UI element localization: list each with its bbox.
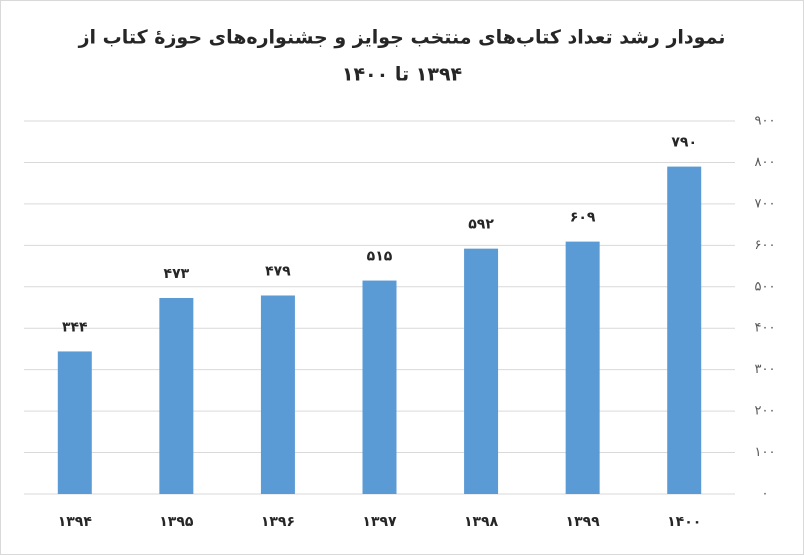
bar — [260, 295, 295, 494]
value-label: ۶۰۹ — [570, 210, 596, 226]
bar — [667, 166, 702, 495]
y-tick-label: ۳۰۰ — [755, 362, 776, 377]
y-tick-label: ۲۰۰ — [755, 404, 776, 419]
y-tick-label: ۴۰۰ — [755, 321, 776, 336]
x-tick-label: ۱۳۹۸ — [464, 514, 499, 530]
x-tick-label: ۱۳۹۹ — [566, 514, 601, 530]
value-label: ۵۹۲ — [468, 217, 494, 233]
x-tick-label: ۱۴۰۰ — [667, 514, 701, 530]
bar — [159, 297, 194, 494]
y-tick-label: ۷۰۰ — [755, 196, 776, 211]
bar — [565, 241, 600, 494]
x-tick-label: ۱۳۹۵ — [159, 514, 194, 530]
value-label: ۴۷۹ — [265, 263, 291, 279]
y-tick-label: ۸۰۰ — [755, 155, 776, 170]
value-label: ۵۱۵ — [367, 249, 393, 265]
y-tick-label: ۹۰۰ — [755, 114, 776, 129]
bar — [362, 280, 397, 494]
chart-title: ۱۳۹۴ تا ۱۴۰۰ — [342, 64, 462, 86]
x-tick-label: ۱۳۹۷ — [362, 514, 397, 530]
value-label: ۷۹۰ — [671, 135, 697, 151]
bar — [464, 248, 499, 494]
chart-title: نمودار رشد تعداد کتاب‌های منتخب جوایز و … — [78, 27, 726, 49]
value-label: ۳۴۴ — [62, 319, 88, 335]
x-tick-label: ۱۳۹۴ — [58, 514, 93, 530]
y-tick-label: ۰ — [762, 487, 769, 502]
bar — [57, 351, 92, 494]
value-label: ۴۷۳ — [164, 266, 190, 282]
y-tick-label: ۶۰۰ — [755, 238, 776, 253]
x-tick-label: ۱۳۹۶ — [261, 514, 295, 530]
y-tick-label: ۱۰۰ — [755, 445, 776, 460]
y-tick-label: ۵۰۰ — [755, 279, 776, 294]
